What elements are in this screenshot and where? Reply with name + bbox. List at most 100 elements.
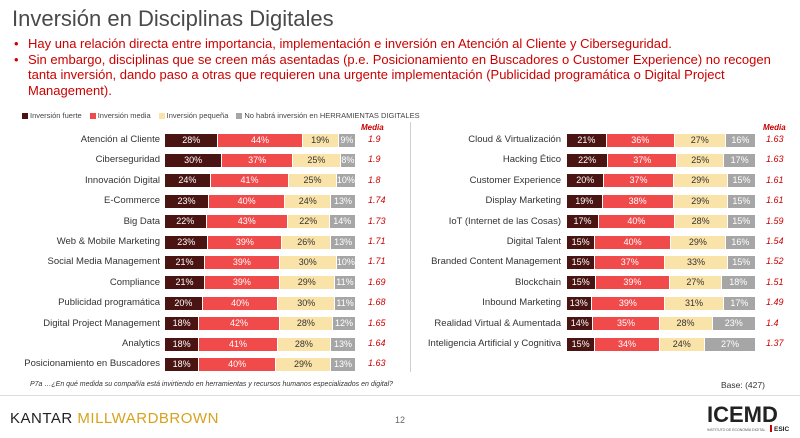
stacked-bar: 22% 37% 25% 17% — [567, 153, 756, 167]
bar-segment: 27% — [704, 337, 756, 351]
chart-legend: Inversión fuerte Inversión media Inversi… — [22, 111, 420, 120]
bar-segment: 20% — [567, 174, 605, 188]
bar-segment: 13% — [331, 357, 356, 371]
category-label: Digital Talent — [506, 236, 561, 247]
bar-segment: 11% — [334, 276, 356, 290]
bar-segment: 39% — [208, 235, 283, 249]
stacked-bar: 17% 40% 28% 15% — [567, 215, 756, 229]
category-label: Web & Mobile Marketing — [56, 236, 160, 247]
bar-segment: 42% — [199, 317, 280, 331]
category-label: Customer Experience — [469, 174, 561, 186]
bar-segment: 43% — [206, 215, 288, 229]
legend-item-no-inversion: No habrá inversión en HERRAMIENTAS DIGIT… — [236, 111, 420, 120]
bar-segment: 41% — [210, 174, 290, 188]
bullet-2: Sin embargo, disciplinas que se creen má… — [12, 52, 787, 99]
bar-segment: 8% — [340, 153, 356, 167]
stacked-bar: 23% 39% 26% 13% — [165, 235, 356, 249]
stacked-bar: 15% 37% 33% 15% — [567, 255, 756, 269]
bar-segment: 23% — [165, 194, 209, 208]
bar-segment: 30% — [165, 153, 223, 167]
legend-item-fuerte: Inversión fuerte — [22, 111, 82, 120]
bar-segment: 21% — [567, 133, 607, 147]
slide-title: Inversión en Disciplinas Digitales — [12, 6, 334, 31]
bar-segment: 35% — [593, 317, 660, 331]
bar-segment: 28% — [277, 337, 332, 351]
bar-segment: 39% — [591, 296, 666, 310]
bar-segment: 25% — [292, 153, 341, 167]
bar-segment: 30% — [279, 255, 337, 269]
legend-item-media: Inversión media — [89, 111, 151, 120]
bar-segment: 17% — [724, 153, 756, 167]
category-label: Inteligencia Artificial y Cognitiva — [427, 338, 561, 349]
stacked-bar: 21% 39% 29% 11% — [165, 276, 356, 290]
media-value: 1.68 — [368, 297, 386, 308]
media-value: 1.63 — [766, 154, 784, 165]
category-label: Innovación Digital — [85, 174, 160, 186]
media-value: 1.9 — [368, 154, 381, 165]
base-label: Base: (427) — [721, 380, 765, 390]
category-label: Publicidad programática — [58, 297, 160, 309]
bar-segment: 22% — [567, 153, 609, 167]
bar-segment: 15% — [727, 215, 756, 229]
media-value: 1.63 — [368, 358, 386, 369]
stacked-bar: 24% 41% 25% 10% — [165, 174, 356, 188]
bar-segment: 19% — [567, 194, 603, 208]
media-header-left: Media — [361, 123, 384, 132]
category-label: Posicionamiento en Buscadores — [24, 358, 160, 370]
bar-segment: 40% — [599, 215, 675, 229]
bar-segment: 17% — [567, 215, 600, 229]
icemd-logo: ICEMD INSTITUTO DE ECONOMÍA DIGITAL ESIC — [707, 402, 789, 433]
bar-segment: 37% — [604, 174, 674, 188]
bar-segment: 15% — [567, 235, 596, 249]
bar-segment: 30% — [278, 296, 336, 310]
bar-segment: 18% — [165, 337, 200, 351]
kantar-millwardbrown-logo: KANTAR MILLWARDBROWN — [10, 410, 219, 427]
media-value: 1.4 — [766, 317, 779, 328]
media-value: 1.71 — [368, 236, 386, 246]
category-label: Analytics — [121, 338, 160, 349]
millwardbrown-word: MILLWARDBROWN — [77, 410, 219, 427]
bar-segment: 24% — [659, 337, 705, 351]
stacked-bar: 15% 39% 27% 18% — [567, 276, 756, 290]
category-label: Realidad Virtual & Aumentada — [434, 317, 561, 329]
stacked-bar: 28% 44% 19% 9% — [165, 133, 356, 147]
media-value: 1.49 — [766, 297, 784, 308]
bar-segment: 23% — [165, 235, 209, 249]
media-value: 1.73 — [368, 215, 386, 226]
bar-segment: 10% — [336, 255, 356, 269]
category-label: Cloud & Virtualización — [468, 134, 561, 145]
category-label: Compliance — [109, 276, 160, 288]
media-value: 1.71 — [368, 256, 386, 267]
bar-segment: 19% — [302, 133, 339, 147]
legend-swatch — [22, 112, 28, 119]
bar-segment: 37% — [222, 153, 293, 167]
bar-segment: 41% — [199, 337, 278, 351]
category-label: Inbound Marketing — [482, 297, 561, 309]
stacked-bar: 13% 39% 31% 17% — [567, 296, 756, 310]
stacked-bar: 20% 37% 29% 15% — [567, 174, 756, 188]
category-label: Digital Project Management — [43, 317, 160, 329]
bar-segment: 15% — [567, 276, 596, 290]
media-value: 1.52 — [766, 256, 784, 267]
bar-segment: 15% — [727, 194, 756, 208]
bar-segment: 12% — [333, 317, 356, 331]
category-label: Branded Content Management — [431, 256, 561, 268]
bar-segment: 28% — [659, 317, 713, 331]
legend-label: No habrá inversión en HERRAMIENTAS DIGIT… — [244, 111, 420, 120]
stacked-bar: 18% 41% 28% 13% — [165, 337, 356, 351]
bar-segment: 40% — [202, 296, 279, 310]
bar-segment: 27% — [674, 133, 726, 147]
media-value: 1.65 — [368, 317, 386, 328]
bar-segment: 23% — [712, 317, 756, 331]
stacked-bar: 21% 36% 27% 16% — [567, 133, 756, 147]
media-value: 1.63 — [766, 134, 784, 144]
icemd-logo-bar — [770, 425, 772, 432]
media-value: 1.74 — [368, 195, 386, 206]
bar-segment: 18% — [721, 276, 756, 290]
icemd-logo-text: ICEMD — [707, 402, 778, 427]
footer-divider — [0, 395, 800, 396]
media-value: 1.54 — [766, 236, 784, 246]
bar-segment: 25% — [677, 153, 725, 167]
stacked-bar: 22% 43% 22% 14% — [165, 215, 356, 229]
legend-label: Inversión fuerte — [30, 111, 82, 120]
